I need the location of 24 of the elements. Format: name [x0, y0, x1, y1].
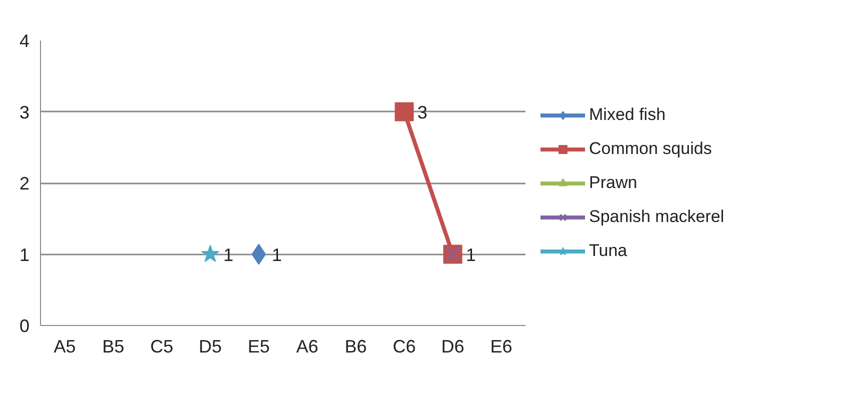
y-tick-label: 3: [19, 102, 30, 122]
y-tick-label: 4: [19, 31, 30, 51]
x-tick-label: B6: [344, 336, 367, 356]
legend-label: Mixed fish: [589, 104, 666, 124]
legend-label: Tuna: [589, 240, 628, 260]
x-tick-label: C5: [150, 336, 174, 356]
data-label: 1: [272, 244, 282, 265]
data-label: 1: [223, 244, 234, 265]
y-tick-label: 2: [19, 174, 30, 194]
x-tick-label: D6: [441, 336, 464, 356]
legend-label: Spanish mackerel: [589, 206, 724, 226]
x-tick-label: E6: [490, 336, 512, 356]
x-tick-label: E5: [248, 336, 270, 356]
x-tick-label: C6: [392, 336, 416, 356]
x-tick-label: B5: [102, 336, 124, 356]
legend-label: Prawn: [589, 172, 638, 192]
legend-label: Common squids: [589, 138, 712, 158]
x-tick-label: A5: [54, 336, 76, 356]
y-tick-label: 1: [19, 244, 30, 265]
data-label: 1: [466, 244, 476, 265]
data-label: 3: [417, 102, 428, 122]
y-tick-label: 0: [19, 316, 30, 336]
x-tick-label: D5: [198, 336, 222, 356]
x-tick-label: A6: [296, 336, 318, 356]
